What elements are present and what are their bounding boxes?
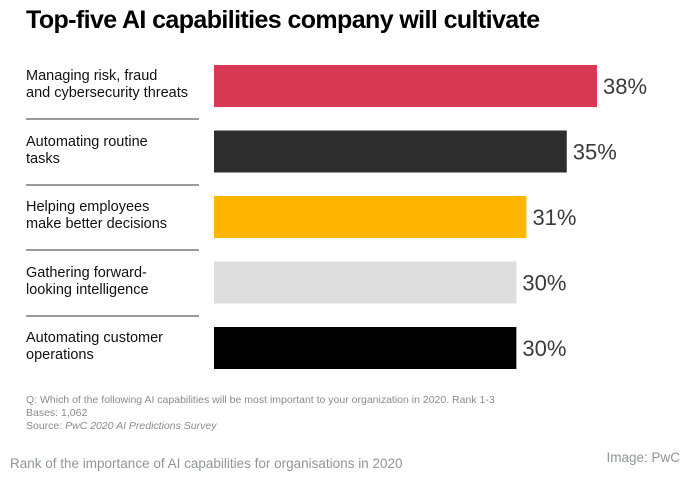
category-label-line: operations [26,347,94,363]
category-label-line: tasks [26,150,60,167]
category-label-line: Helping employees [26,199,150,215]
bar-2 [214,130,567,173]
source-prefix: Source: [26,420,66,432]
value-label-5: 30% [522,336,566,361]
bar-4 [214,261,517,304]
bar-1 [214,65,597,107]
category-label-3: Helping employees make better decisions [26,199,216,233]
source-name: PwC 2020 AI Predictions Survey [65,420,217,432]
image-credit: Image: PwC [606,450,680,465]
value-label-2: 35% [573,140,617,165]
bar-3 [214,196,527,238]
row-divider [26,183,199,186]
category-label-2: Automating routine tasks [26,134,216,168]
value-label-1: 38% [603,74,647,99]
category-label-line: Gathering forward- [26,264,147,281]
category-label-4: Gathering forward-looking intelligence [26,265,216,299]
value-label-3: 31% [532,205,576,230]
row-divider [26,314,199,317]
category-label-line: make better decisions [26,216,168,232]
image-caption: Rank of the importance of AI capabilitie… [10,456,403,471]
category-label-line: and cybersecurity threats [26,85,188,101]
category-label-line: looking intelligence [26,281,149,298]
bar-5 [214,327,517,369]
category-label-line: Automating customer [26,330,164,346]
category-label-line: Managing risk, fraud [26,68,158,84]
category-label-5: Automating customer operations [26,330,216,364]
source-note: Source: PwC 2020 AI Predictions Survey [26,420,216,433]
bases-note: Bases: 1,062 [26,407,88,419]
value-label-4: 30% [522,271,566,296]
survey-question-note: Q: Which of the following AI capabilitie… [26,394,495,406]
category-label-1: Managing risk, fraud and cybersecurity th… [26,68,216,102]
row-divider [26,249,199,251]
row-divider [26,118,199,120]
category-label-line: Automating routine [26,133,148,150]
chart-title: Top-five AI capabilities company will cu… [26,6,540,34]
